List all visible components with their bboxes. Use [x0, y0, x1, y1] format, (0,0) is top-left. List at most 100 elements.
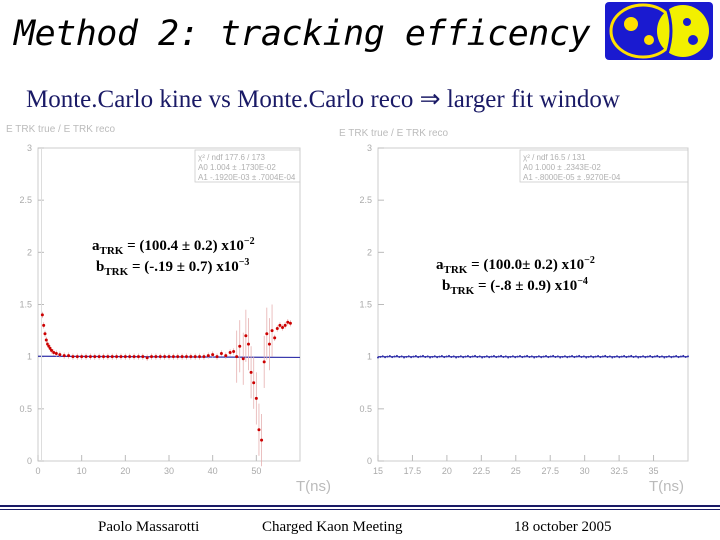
data-point	[568, 355, 571, 358]
data-point	[171, 355, 175, 359]
y-tick-label: 1.5	[359, 300, 372, 310]
data-point	[44, 338, 48, 342]
data-point	[483, 355, 486, 358]
x-tick-label: 15	[373, 466, 383, 476]
stats-line: A1 -.1920E-03 ± .7004E-04	[198, 173, 296, 182]
data-point	[644, 356, 647, 359]
data-point	[215, 355, 219, 359]
data-point	[637, 356, 640, 359]
data-point	[668, 355, 671, 358]
data-point	[445, 355, 448, 358]
y-tick-label: 2.5	[359, 195, 372, 205]
data-point	[381, 355, 384, 358]
data-point	[265, 332, 269, 336]
y-tick-label: 3	[27, 143, 32, 153]
data-point	[502, 355, 505, 358]
data-point	[665, 355, 668, 358]
data-point	[158, 355, 162, 359]
data-point	[71, 355, 75, 359]
data-point	[447, 354, 450, 357]
data-point	[106, 355, 110, 359]
data-point	[585, 356, 588, 359]
data-point	[40, 313, 44, 317]
data-point	[592, 356, 595, 359]
data-point	[433, 355, 436, 358]
data-point	[260, 438, 264, 442]
data-point	[597, 355, 600, 358]
data-point	[466, 355, 469, 358]
data-point	[136, 355, 140, 359]
plot-frame	[377, 147, 689, 462]
data-point	[443, 356, 446, 359]
data-point	[675, 355, 678, 358]
data-point	[677, 356, 680, 359]
data-point	[58, 353, 62, 357]
footer-date: 18 october 2005	[514, 519, 612, 535]
data-point	[388, 355, 391, 358]
data-point	[474, 354, 477, 357]
data-point	[530, 355, 533, 358]
data-point	[42, 323, 46, 327]
data-point	[511, 355, 514, 358]
data-point	[606, 355, 609, 358]
stats-line: A0 1.004 ± .1730E-02	[198, 163, 276, 172]
data-point	[646, 355, 649, 358]
data-point	[559, 356, 562, 359]
data-point	[634, 355, 637, 358]
y-tick-label: 1	[367, 352, 372, 362]
y-axis-label: E TRK true / E TRK reco	[339, 128, 449, 139]
data-point	[471, 355, 474, 358]
data-point	[500, 354, 503, 357]
data-point	[625, 356, 628, 359]
data-point	[492, 355, 495, 358]
x-tick-label: 27.5	[541, 466, 559, 476]
data-point	[379, 355, 382, 358]
data-point	[421, 354, 424, 357]
data-point	[601, 355, 604, 358]
slide-title: Method 2: tracking efficency	[14, 14, 591, 54]
data-point	[436, 356, 439, 359]
data-point	[651, 356, 654, 359]
data-point	[283, 323, 287, 327]
data-point	[469, 356, 472, 359]
data-point	[50, 348, 54, 352]
data-point	[540, 356, 543, 359]
slide-subtitle: Monte.Carlo kine vs Monte.Carlo reco ⇒ l…	[26, 86, 620, 113]
data-point	[54, 352, 58, 356]
x-axis-label: T(ns)	[649, 478, 684, 495]
data-point	[627, 355, 630, 358]
data-point	[414, 355, 417, 358]
data-point	[672, 355, 675, 358]
data-point	[62, 354, 66, 358]
data-point	[211, 353, 215, 357]
data-point	[431, 355, 434, 358]
data-point	[535, 355, 538, 358]
data-point	[403, 356, 406, 359]
x-tick-label: 30	[580, 466, 590, 476]
data-point	[604, 354, 607, 357]
data-point	[150, 355, 154, 359]
data-point	[400, 355, 403, 358]
data-point	[189, 355, 193, 359]
data-point	[485, 355, 488, 358]
data-point	[594, 355, 597, 358]
data-point	[476, 355, 479, 358]
data-point	[123, 355, 127, 359]
data-point	[613, 355, 616, 358]
stats-line: χ² / ndf 16.5 / 131	[523, 153, 586, 162]
x-tick-label: 50	[251, 466, 261, 476]
data-point	[407, 355, 410, 358]
data-point	[438, 355, 441, 358]
data-point	[249, 370, 253, 374]
data-point	[630, 354, 633, 357]
data-point	[286, 320, 290, 324]
x-tick-label: 40	[208, 466, 218, 476]
footer-rule	[0, 505, 720, 507]
data-point	[545, 355, 548, 358]
left-efficiency-plot: 00.511.522.530 10 20 30 40 50E TRK true / E T…	[6, 124, 331, 495]
x-tick-label: 10	[77, 466, 87, 476]
data-point	[384, 356, 387, 359]
data-point	[252, 381, 256, 385]
data-point	[616, 355, 619, 358]
data-point	[549, 355, 552, 358]
